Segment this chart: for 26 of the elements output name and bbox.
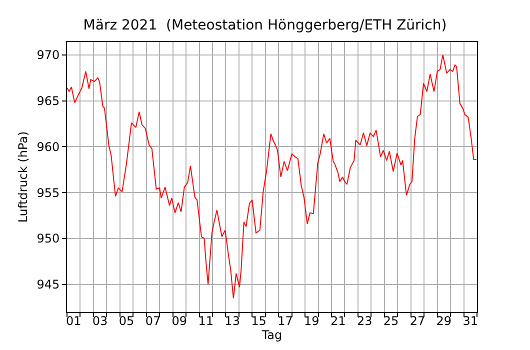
y-tick-label: 950 <box>36 232 60 246</box>
x-tick-label: 23 <box>356 314 372 328</box>
x-tick-label: 05 <box>118 314 134 328</box>
x-tick-label: 17 <box>278 314 293 328</box>
x-tick-label: 29 <box>436 314 452 328</box>
x-tick-label: 27 <box>410 314 426 328</box>
x-tick-label: 21 <box>330 314 346 328</box>
y-tick-label: 955 <box>36 186 60 200</box>
x-tick-label: 31 <box>462 314 478 328</box>
x-tick-label: 25 <box>383 314 399 328</box>
y-tick-label: 945 <box>36 278 60 292</box>
y-tick-label: 960 <box>36 140 60 154</box>
x-axis-title: Tag <box>260 328 282 342</box>
x-tick-label: 13 <box>224 314 240 328</box>
x-tick-label: 19 <box>304 314 320 328</box>
x-tick-label: 07 <box>145 314 161 328</box>
x-tick-label: 01 <box>66 314 82 328</box>
y-tick-label: 965 <box>36 94 60 108</box>
x-tick-label: 03 <box>92 314 108 328</box>
x-tick-label: 09 <box>172 314 188 328</box>
line-series <box>67 54 477 299</box>
y-tick-label: 970 <box>36 48 60 62</box>
x-tick-label: 15 <box>251 314 266 328</box>
chart-title: März 2021 (Meteostation Hönggerberg/ETH Zürich) <box>83 17 447 34</box>
x-tick-label: 11 <box>198 314 214 328</box>
y-axis-title: Luftdruck (hPa) <box>16 131 30 223</box>
